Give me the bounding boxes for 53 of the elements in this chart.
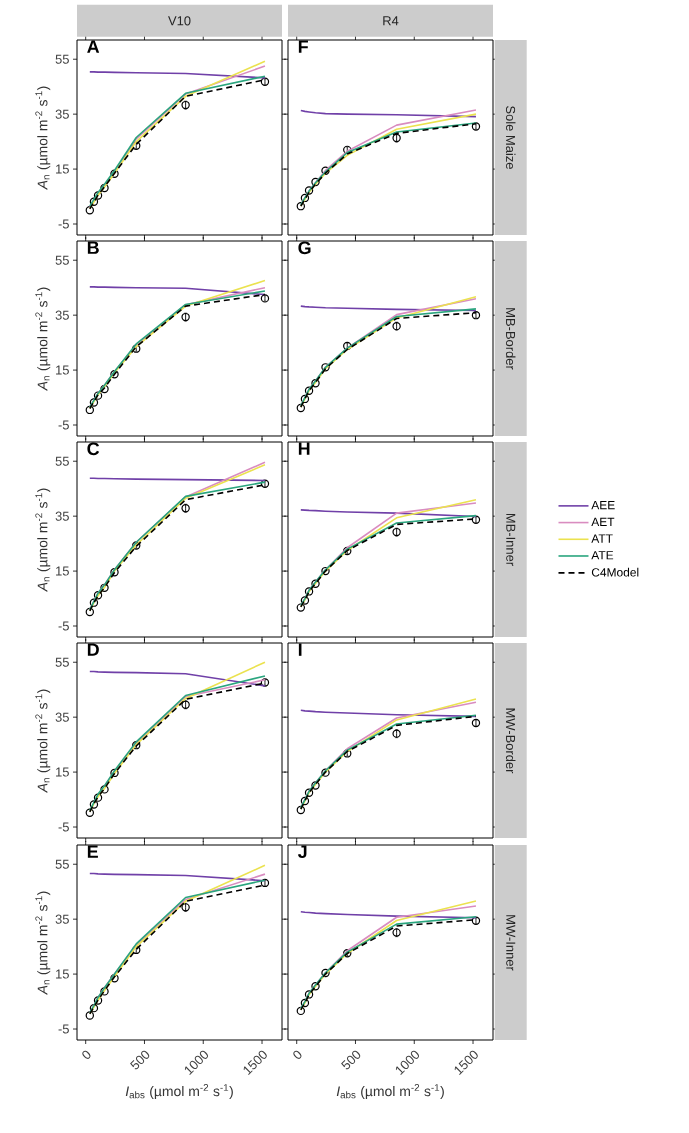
x-tick-label: 500: [341, 1050, 361, 1070]
chart-subtitle: R4: [383, 16, 399, 26]
chart-title: A: [87, 40, 100, 53]
y2-axis-title: MB-Border: [505, 308, 516, 370]
y-tick-label: 35: [55, 712, 69, 722]
chart-title: D: [87, 643, 99, 656]
y-tick-label: 55: [55, 54, 69, 64]
x-axis-title: I$_{abs}$ (µmol m$^{-2}$ s$^{-1}$): [125, 1084, 233, 1099]
y-tick-label: 55: [55, 456, 69, 466]
x-tick-label: 0: [293, 1050, 302, 1059]
y2-axis-title: Sole Maize: [505, 106, 516, 169]
y2-axis-title: MW-Inner: [506, 915, 516, 971]
y-axis-title: A$_{n}$ (µmol m$^{-2}$ s$^{-1}$): [35, 689, 51, 793]
legend-label: AET: [591, 517, 615, 526]
y-tick-label: 15: [56, 365, 69, 375]
chart-title: C: [87, 442, 100, 456]
chart-title: F: [298, 40, 308, 53]
x-axis-title: I$_{abs}$ (µmol m$^{-2}$ s$^{-1}$): [336, 1084, 444, 1099]
y-tick-label: 35: [55, 914, 69, 924]
y-tick-label: 35: [55, 511, 69, 521]
x-tick-label: 500: [130, 1050, 150, 1070]
y-tick-label: 55: [55, 255, 69, 265]
y-axis-title: A$_{n}$ (µmol m$^{-2}$ s$^{-1}$): [35, 86, 51, 190]
chart-title: I: [298, 643, 302, 656]
y-axis-title: A$_{n}$ (µmol m$^{-2}$ s$^{-1}$): [35, 488, 51, 592]
y-tick-label: -5: [58, 420, 69, 430]
y-tick-label: 35: [55, 109, 69, 119]
x-tick-label: 0: [82, 1050, 91, 1059]
legend-label: C4Model: [591, 567, 639, 577]
chart-title: G: [298, 241, 311, 255]
chart-title: B: [87, 241, 99, 254]
y-tick-label: 55: [55, 657, 69, 667]
y2-axis-title: MW-Border: [505, 708, 516, 774]
y-axis-title: A$_{n}$ (µmol m$^{-2}$ s$^{-1}$): [35, 287, 51, 391]
y-tick-label: -5: [58, 219, 69, 229]
y-tick-label: 15: [56, 969, 69, 979]
y-tick-label: 55: [55, 859, 69, 869]
chart-title: J: [297, 845, 307, 858]
chart-title: H: [298, 442, 310, 455]
chart-subtitle: V10: [168, 16, 191, 26]
legend-label: ATE: [591, 551, 614, 560]
legend-label: AEE: [591, 501, 615, 510]
legend-label: ATT: [591, 534, 613, 543]
y-tick-label: 35: [55, 310, 69, 320]
y-tick-label: -5: [58, 1024, 69, 1034]
y-tick-label: 15: [56, 767, 69, 777]
y-tick-label: 15: [56, 164, 69, 174]
y-tick-label: -5: [58, 621, 69, 631]
y2-axis-title: MB-Inner: [506, 513, 516, 566]
y-axis-title: A$_{n}$ (µmol m$^{-2}$ s$^{-1}$): [35, 891, 51, 995]
y-tick-label: 15: [56, 566, 69, 576]
chart-title: E: [87, 845, 98, 858]
y-tick-label: -5: [58, 822, 69, 832]
